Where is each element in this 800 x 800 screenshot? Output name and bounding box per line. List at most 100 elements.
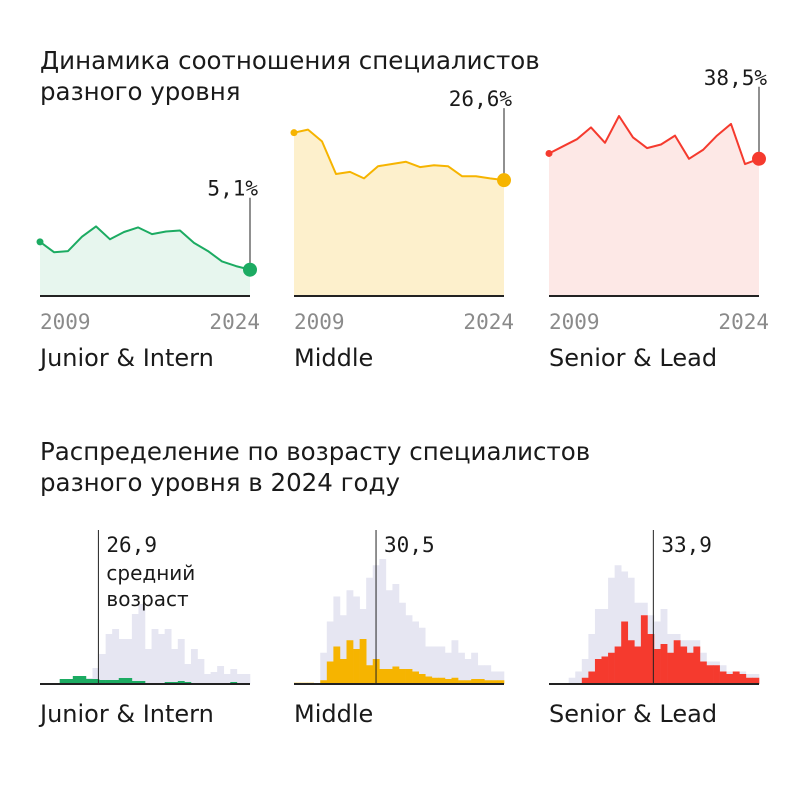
level-bar	[418, 674, 426, 684]
area-fill	[40, 226, 250, 296]
total-bar	[204, 674, 211, 684]
total-bar	[236, 674, 244, 684]
total-bar	[158, 634, 165, 684]
level-bar	[431, 677, 439, 684]
level-bar	[627, 640, 635, 684]
level-bar	[379, 669, 387, 684]
level-bar	[118, 678, 126, 684]
level-bar	[719, 671, 727, 684]
trend-panel-junior: 5,1% 2009 2024 Junior & Intern	[36, 100, 272, 380]
level-bar	[72, 676, 80, 684]
level-bar	[366, 665, 374, 684]
total-bar	[346, 590, 354, 684]
level-bar	[680, 646, 688, 684]
level-bar	[497, 680, 505, 684]
total-bar	[99, 654, 106, 684]
total-bar	[444, 652, 452, 684]
total-bar	[243, 674, 251, 684]
total-bar	[118, 639, 126, 684]
total-bar	[145, 649, 152, 684]
level-bar	[660, 644, 668, 684]
level-bar	[484, 680, 492, 684]
total-bar	[326, 621, 334, 684]
x-label-end: 2024	[463, 310, 514, 334]
level-bar	[59, 679, 67, 684]
level-bar	[693, 646, 701, 684]
total-bar	[112, 629, 120, 684]
series-name: Senior & Lead	[549, 344, 718, 372]
area-fill	[294, 129, 504, 296]
level-bar	[346, 640, 354, 684]
level-bar	[713, 665, 720, 684]
level-bar	[654, 649, 661, 684]
trend-chart-junior: 5,1%	[36, 177, 258, 297]
total-bar	[385, 590, 393, 684]
total-bar	[484, 665, 492, 684]
level-bar	[640, 615, 648, 684]
level-bar	[490, 680, 498, 684]
total-bar	[171, 649, 179, 684]
level-bar	[138, 681, 146, 684]
level-bar	[614, 646, 622, 684]
level-bar	[333, 646, 341, 684]
total-bar	[105, 634, 113, 684]
area-fill	[549, 116, 759, 296]
total-bar	[392, 584, 400, 684]
total-bar	[399, 602, 406, 684]
total-bar	[223, 674, 231, 684]
level-bar	[608, 652, 615, 684]
level-bar	[477, 679, 485, 684]
total-bar	[230, 669, 238, 684]
mean-value-label: 30,5	[384, 533, 435, 557]
x-label-start: 2009	[294, 310, 345, 334]
level-bar	[647, 634, 655, 684]
age-panel-middle: 30,5 Middle	[294, 530, 526, 740]
end-point	[752, 151, 766, 166]
level-bar	[438, 677, 446, 684]
age-chart-senior: 33,9	[549, 530, 760, 685]
level-bar	[471, 679, 479, 684]
series-name: Junior & Intern	[40, 344, 214, 372]
series-name: Middle	[294, 700, 374, 728]
level-bar	[385, 669, 393, 684]
level-bar	[425, 676, 433, 684]
level-bar	[353, 649, 360, 684]
series-line	[548, 115, 760, 166]
total-bar	[339, 615, 347, 684]
x-label-end: 2024	[718, 310, 769, 334]
mean-note-label: средний	[106, 561, 195, 585]
age-heading: Распределение по возрасту специалистов р…	[40, 437, 591, 497]
trend-heading: Динамика соотношения специалистов разног…	[40, 46, 540, 106]
total-bar	[418, 627, 426, 684]
mean-value-label: 26,9	[106, 533, 157, 557]
series-line	[39, 225, 251, 271]
total-bar	[131, 614, 139, 684]
series-name: Senior & Lead	[549, 700, 718, 728]
x-label-start: 2009	[40, 310, 91, 334]
level-bar	[673, 640, 681, 684]
level-bar	[686, 652, 694, 684]
level-bar	[601, 656, 609, 684]
total-bar	[125, 639, 133, 684]
end-value-label: 26,6%	[449, 87, 513, 111]
mean-note-label: возраст	[106, 587, 189, 611]
level-bar	[399, 669, 406, 684]
total-bar	[164, 629, 172, 684]
total-bar	[210, 672, 218, 684]
end-value-label: 38,5%	[704, 66, 768, 90]
series-line	[293, 128, 505, 182]
total-bar	[614, 565, 622, 684]
total-bar	[601, 609, 609, 684]
age-chart-middle: 30,5	[294, 530, 505, 685]
total-bar	[320, 652, 328, 684]
level-bar	[581, 677, 589, 684]
level-bar	[92, 679, 100, 684]
total-bar	[379, 559, 387, 684]
level-bar	[405, 669, 413, 684]
level-bar	[588, 671, 596, 684]
total-bar	[190, 649, 198, 684]
level-bar	[339, 659, 347, 684]
total-bar	[217, 666, 225, 684]
total-bar	[197, 659, 205, 684]
